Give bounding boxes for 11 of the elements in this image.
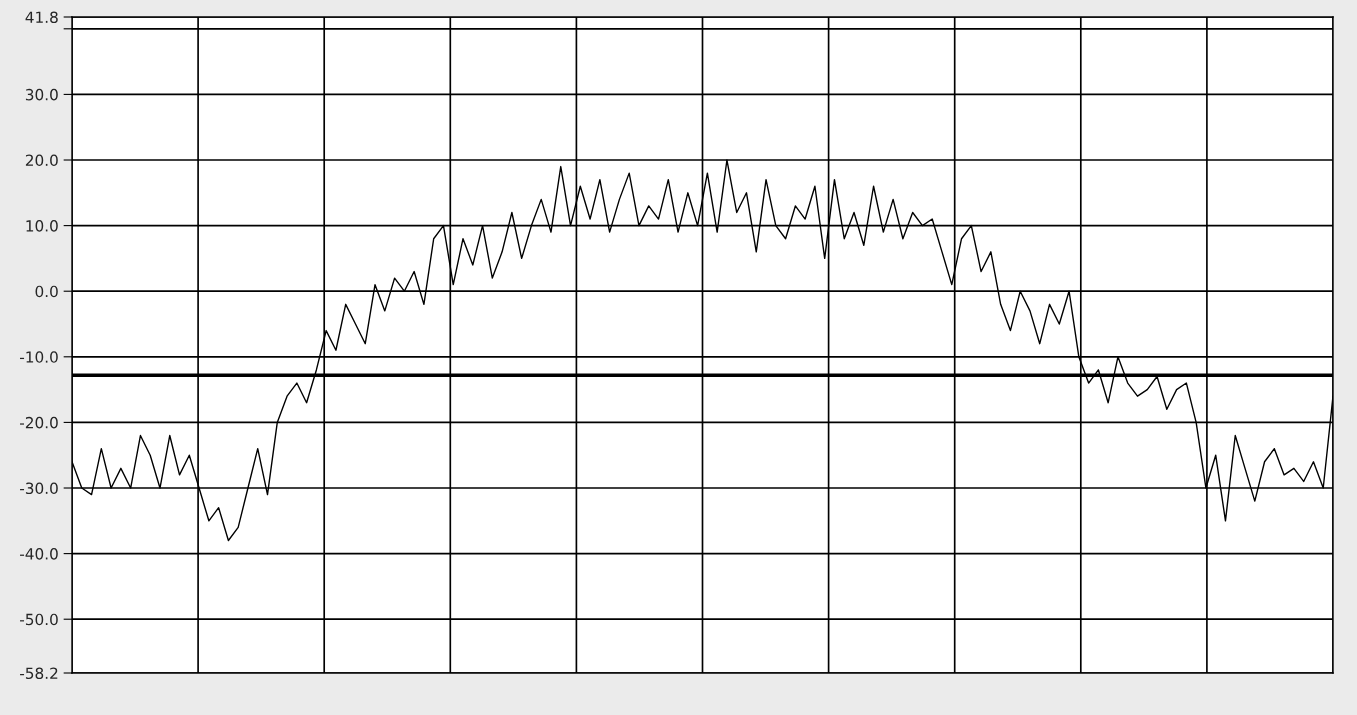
- y-tick-label: -50.0: [20, 613, 58, 626]
- y-tick-label: -30.0: [20, 482, 58, 495]
- y-tick-label: 10.0: [26, 220, 58, 232]
- y-tick-label: 0.0: [35, 285, 58, 298]
- y-tick-label: -40.0: [20, 548, 58, 560]
- y-tick-label: 41.8: [25, 11, 58, 24]
- y-tick-label: -20.0: [20, 416, 58, 429]
- y-tick-label: -10.0: [20, 351, 58, 363]
- y-tick-label: 20.0: [25, 154, 58, 167]
- y-tick-label: 30.0: [25, 88, 58, 101]
- y-tick-label: -58.2: [20, 667, 58, 680]
